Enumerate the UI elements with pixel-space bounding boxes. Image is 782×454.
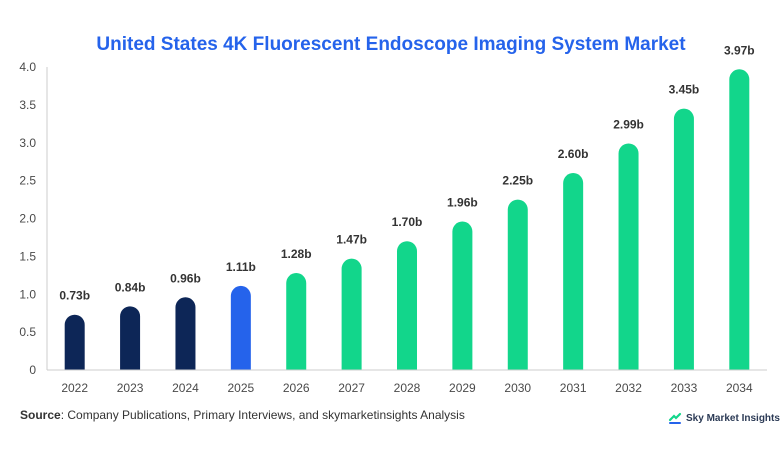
data-label-2032: 2.99b xyxy=(613,118,644,132)
data-label-2023: 0.84b xyxy=(115,280,146,294)
data-label-2027: 1.47b xyxy=(336,233,367,247)
bar-2026 xyxy=(286,273,307,370)
bar-2024 xyxy=(175,297,196,370)
bar-2033 xyxy=(673,108,694,370)
bar-2022 xyxy=(64,314,85,370)
y-tick-label: 4.0 xyxy=(19,60,36,74)
x-tick-label-2033: 2033 xyxy=(671,381,698,395)
data-label-2022: 0.73b xyxy=(59,289,90,303)
brand-name: Sky Market Insights xyxy=(686,412,780,424)
sky-logo-icon xyxy=(668,412,682,424)
data-label-2026: 1.28b xyxy=(281,247,312,261)
x-tick-label-2028: 2028 xyxy=(394,381,421,395)
data-label-2029: 1.96b xyxy=(447,196,478,210)
y-tick-label: 1.0 xyxy=(19,287,36,301)
bar-2032 xyxy=(618,143,639,370)
source-note: Source: Company Publications, Primary In… xyxy=(20,408,465,422)
x-tick-label-2022: 2022 xyxy=(61,381,88,395)
x-tick-label-2031: 2031 xyxy=(560,381,587,395)
y-axis: 0 0.5 1.0 1.5 2.0 2.5 3.0 3.5 4.0 xyxy=(19,60,48,377)
bar-2030 xyxy=(507,199,528,370)
x-tick-label-2029: 2029 xyxy=(449,381,476,395)
bar-2023 xyxy=(120,306,141,370)
data-label-2028: 1.70b xyxy=(392,215,423,229)
x-tick-label-2034: 2034 xyxy=(726,381,753,395)
data-label-2034: 3.97b xyxy=(724,43,755,57)
brand-logo: Sky Market Insights xyxy=(668,411,780,425)
bar-2029 xyxy=(452,221,473,370)
x-tick-label-2023: 2023 xyxy=(117,381,144,395)
bars-group: 0.73b 0.84b 0.96b 1.11b 1.28b 1.47b 1.70b 1.96b… xyxy=(59,43,755,371)
y-tick-label: 0 xyxy=(29,363,36,377)
y-tick-label: 2.5 xyxy=(19,174,36,188)
data-label-2031: 2.60b xyxy=(558,147,589,161)
bar-2028 xyxy=(397,241,417,370)
x-tick-label-2030: 2030 xyxy=(504,381,531,395)
bar-2034 xyxy=(729,69,750,371)
y-tick-label: 2.0 xyxy=(19,212,36,226)
x-tick-label-2032: 2032 xyxy=(615,381,642,395)
data-label-2024: 0.96b xyxy=(170,271,201,285)
bar-2031 xyxy=(563,173,584,370)
chart-title: United States 4K Fluorescent Endoscope I… xyxy=(96,34,686,55)
bar-2027 xyxy=(341,258,362,370)
data-label-2033: 3.45b xyxy=(669,83,700,97)
bar-2025 xyxy=(230,285,251,370)
x-tick-label-2024: 2024 xyxy=(172,381,199,395)
data-label-2025: 1.11b xyxy=(226,260,256,274)
y-tick-label: 3.0 xyxy=(19,136,36,150)
y-tick-label: 1.5 xyxy=(19,249,36,263)
source-label: Source xyxy=(20,408,61,422)
x-tick-label-2027: 2027 xyxy=(338,381,365,395)
y-tick-label: 3.5 xyxy=(19,98,36,112)
x-axis: 2022 2023 2024 2025 2026 2027 2028 2029 2030 2031… xyxy=(47,369,767,395)
x-tick-label-2025: 2025 xyxy=(227,381,254,395)
x-tick-label-2026: 2026 xyxy=(283,381,310,395)
data-label-2030: 2.25b xyxy=(502,174,533,188)
y-tick-label: 0.5 xyxy=(19,325,36,339)
source-text: : Company Publications, Primary Intervie… xyxy=(60,408,465,422)
